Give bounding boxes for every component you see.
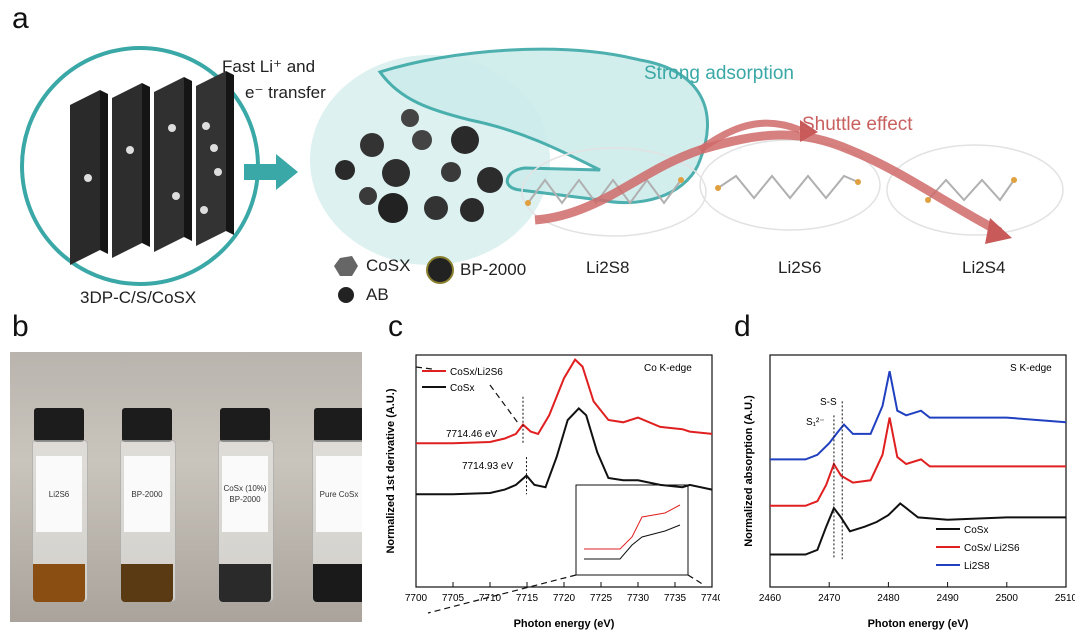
x-tick-label: 7725: [590, 593, 613, 604]
vial-label: Li2S6: [36, 456, 82, 532]
series-line: [416, 358, 713, 445]
annotation: 7714.93 eV: [462, 461, 513, 472]
legend-entry: CoSx/ Li2S6: [964, 543, 1020, 554]
x-tick-label: 7720: [553, 593, 576, 604]
x-tick-label: 2480: [877, 593, 900, 604]
x-tick-label: 7710: [479, 593, 502, 604]
cosx-legend-icon: [334, 256, 358, 276]
y-axis-label: Normalized 1st derivative (A.U.): [385, 388, 397, 553]
x-axis-label: Photon energy (eV): [868, 618, 969, 630]
x-tick-label: 7735: [664, 593, 687, 604]
electrode-label: 3DP-C/S/CoSX: [80, 288, 197, 307]
species-li2s4: Li2S4: [962, 258, 1006, 277]
panel-label-a: a: [12, 2, 29, 35]
shuttle-arrowhead-icon: [985, 218, 1012, 244]
vial-1: Li2S6: [30, 408, 88, 602]
legend-bp-label: BP-2000: [460, 260, 527, 279]
plot-frame: [769, 354, 1067, 588]
series-line: [416, 406, 713, 496]
legend-entry: CoSx/Li2S6: [450, 367, 503, 378]
edge-label: S K-edge: [1010, 363, 1052, 374]
x-tick-label: 7740: [701, 593, 720, 604]
x-tick-label: 7715: [516, 593, 539, 604]
annotation: S-S: [820, 397, 837, 408]
x-tick-label: 7705: [442, 593, 465, 604]
vial-label: Pure CoSx: [316, 456, 362, 532]
panel-a-illustration: [20, 46, 1064, 303]
fast-transfer-label-2: e⁻ transfer: [245, 83, 326, 102]
x-tick-label: 7730: [627, 593, 650, 604]
vials-photo: Li2S6 BP-2000 CoSx (10%) BP-2000 Pure Co…: [10, 352, 362, 622]
legend-entry: Li2S8: [964, 561, 990, 572]
adsorption-hand: [377, 47, 709, 205]
vial-3: CoSx (10%) BP-2000: [216, 408, 274, 602]
vial-label: BP-2000: [124, 456, 170, 532]
chart-c: 7700 7705 7710 7715 7720 7725 7730 7735 7740 CoS…: [385, 354, 720, 630]
vial-label: CoSx (10%) BP-2000: [222, 456, 268, 532]
x-tick-label: 2490: [936, 593, 959, 604]
x-tick-label: 2460: [759, 593, 782, 604]
series-line: [770, 371, 1067, 461]
panel-label-d: d: [734, 310, 751, 343]
x-axis-label: Photon energy (eV): [514, 618, 615, 630]
legend-ab-label: AB: [366, 285, 389, 304]
shuttle-effect-label: Shuttle effect: [802, 114, 913, 135]
legend-entry: CoSx: [964, 525, 988, 536]
vial-4: Pure CoSx: [310, 408, 362, 602]
particle-cluster: [335, 109, 503, 223]
arrow-right-icon: [244, 154, 298, 190]
shuttle-arrow: [534, 130, 1003, 236]
legend-cosx-label: CoSX: [366, 256, 411, 275]
bp-legend-icon: [426, 256, 454, 284]
vial-2: BP-2000: [118, 408, 176, 602]
ab-legend-icon: [338, 287, 354, 303]
y-axis-label: Normalized absorption (A.U.): [743, 395, 755, 547]
species-li2s8: Li2S8: [586, 258, 630, 277]
annotation: S₁²⁻: [806, 417, 825, 428]
series-line: [770, 417, 1066, 507]
x-tick-label: 2500: [996, 593, 1019, 604]
inset-box: [575, 484, 689, 576]
strong-adsorption-label: Strong adsorption: [644, 63, 794, 84]
chart-d: 2460 2470 2480 2490 2500 2510 S K-edge S-S S₁…: [743, 354, 1075, 630]
panel-label-b: b: [12, 310, 29, 343]
electrode-plates: [70, 71, 234, 265]
panel-label-c: c: [388, 310, 403, 343]
annotation: 7714.46 eV: [446, 429, 497, 440]
species-li2s6: Li2S6: [778, 258, 822, 277]
edge-label: Co K-edge: [644, 363, 692, 374]
x-tick-label: 2470: [818, 593, 841, 604]
x-tick-label: 2510: [1055, 593, 1075, 604]
legend-entry: CoSx: [450, 383, 474, 394]
series-line: [770, 502, 1066, 556]
fast-transfer-label-1: Fast Li⁺ and: [222, 57, 316, 76]
x-tick-label: 7700: [405, 593, 428, 604]
polysulfide-chains: [527, 174, 1015, 205]
